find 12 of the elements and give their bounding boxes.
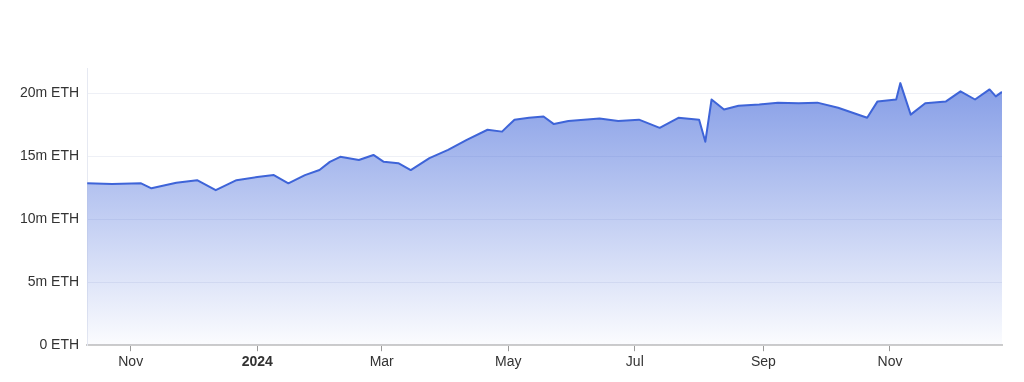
y-tick-label: 10m ETH xyxy=(20,210,80,227)
y-tick-label: 15m ETH xyxy=(20,147,80,164)
y-tick-label: 5m ETH xyxy=(27,273,80,290)
x-tick-label: Nov xyxy=(118,353,144,370)
y-tick-label: 0 ETH xyxy=(39,336,80,353)
x-tick-label: May xyxy=(495,353,522,370)
x-tick-label: 2024 xyxy=(241,353,274,370)
x-tick-label: Jul xyxy=(625,353,644,370)
x-tick-label: Mar xyxy=(369,353,395,370)
x-tick-label: Sep xyxy=(750,353,777,370)
x-tick-label: Nov xyxy=(877,353,903,370)
y-tick-label: 20m ETH xyxy=(20,84,80,101)
